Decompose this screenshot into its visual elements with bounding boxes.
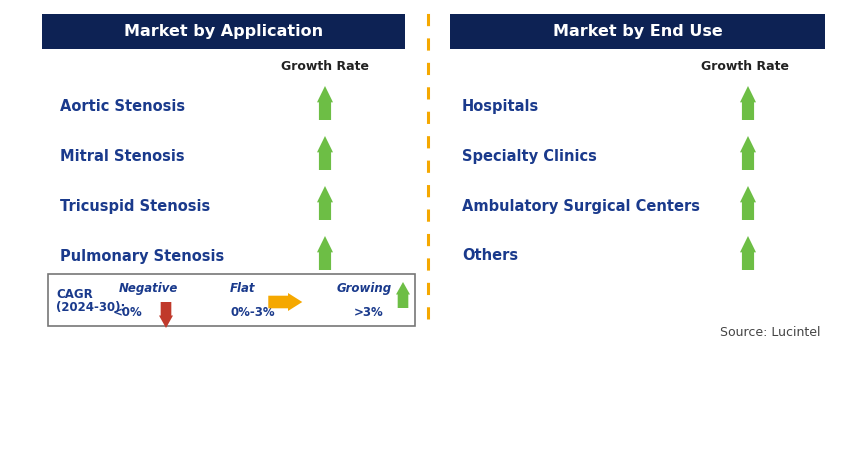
- Text: Growing: Growing: [336, 282, 391, 295]
- FancyBboxPatch shape: [48, 274, 415, 326]
- Text: Pulmonary Stenosis: Pulmonary Stenosis: [60, 248, 224, 264]
- Text: Tricuspid Stenosis: Tricuspid Stenosis: [60, 199, 210, 213]
- Text: Market by Application: Market by Application: [124, 24, 323, 39]
- Polygon shape: [740, 86, 756, 120]
- Text: Aortic Stenosis: Aortic Stenosis: [60, 99, 185, 113]
- Polygon shape: [317, 236, 333, 270]
- Text: 0%-3%: 0%-3%: [231, 307, 275, 319]
- Polygon shape: [396, 282, 410, 308]
- Polygon shape: [317, 186, 333, 220]
- Text: >3%: >3%: [354, 307, 384, 319]
- Text: <0%: <0%: [113, 307, 143, 319]
- FancyBboxPatch shape: [450, 14, 825, 49]
- Text: Others: Others: [462, 248, 518, 264]
- Polygon shape: [317, 86, 333, 120]
- Polygon shape: [740, 186, 756, 220]
- Text: Negative: Negative: [118, 282, 178, 295]
- Polygon shape: [317, 136, 333, 170]
- Text: Growth Rate: Growth Rate: [701, 60, 789, 73]
- Polygon shape: [269, 293, 302, 311]
- Text: Specialty Clinics: Specialty Clinics: [462, 148, 597, 164]
- Text: Hospitals: Hospitals: [462, 99, 539, 113]
- Text: Market by End Use: Market by End Use: [553, 24, 722, 39]
- Text: Mitral Stenosis: Mitral Stenosis: [60, 148, 184, 164]
- Polygon shape: [740, 136, 756, 170]
- Text: Flat: Flat: [230, 282, 256, 295]
- Text: Source: Lucintel: Source: Lucintel: [720, 326, 820, 339]
- Text: Growth Rate: Growth Rate: [281, 60, 369, 73]
- Text: CAGR: CAGR: [56, 288, 93, 301]
- FancyBboxPatch shape: [42, 14, 405, 49]
- Text: (2024-30):: (2024-30):: [56, 301, 125, 315]
- Text: Ambulatory Surgical Centers: Ambulatory Surgical Centers: [462, 199, 700, 213]
- Polygon shape: [740, 236, 756, 270]
- Polygon shape: [159, 302, 173, 328]
